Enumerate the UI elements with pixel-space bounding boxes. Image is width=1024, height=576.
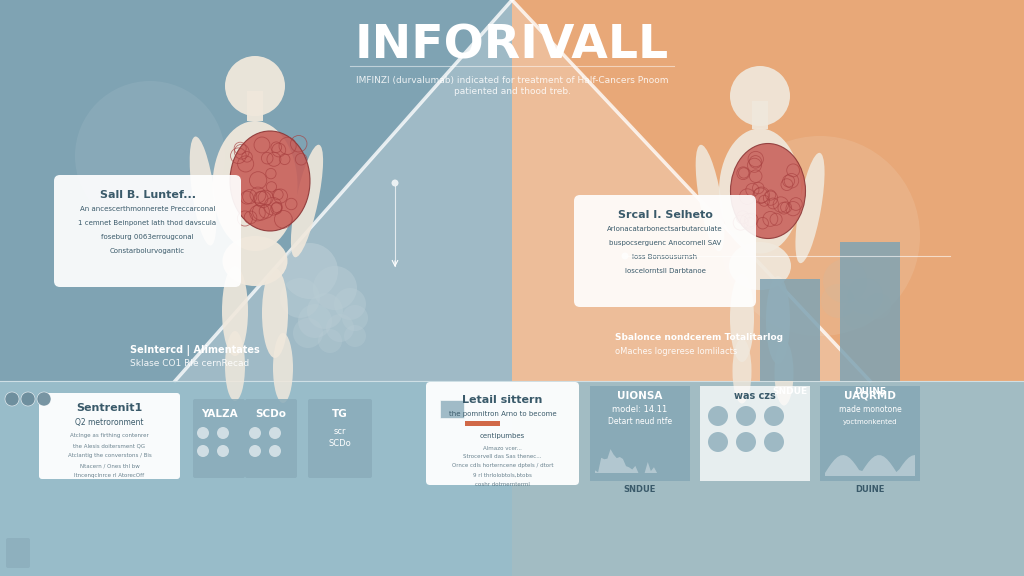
Text: yoctmonkented: yoctmonkented <box>843 419 897 425</box>
Circle shape <box>847 278 883 314</box>
Circle shape <box>764 406 784 426</box>
Text: coshr dotmernterml: coshr dotmernterml <box>475 482 530 487</box>
Polygon shape <box>512 0 1024 576</box>
Circle shape <box>269 445 281 457</box>
FancyBboxPatch shape <box>245 399 297 478</box>
Text: UIONSA: UIONSA <box>617 391 663 401</box>
Circle shape <box>37 392 51 406</box>
Ellipse shape <box>730 143 806 238</box>
Ellipse shape <box>774 340 794 406</box>
FancyBboxPatch shape <box>308 399 372 478</box>
Circle shape <box>217 445 229 457</box>
Circle shape <box>622 252 629 260</box>
Ellipse shape <box>225 331 245 401</box>
Circle shape <box>307 293 343 329</box>
Bar <box>760 279 820 381</box>
Circle shape <box>708 432 728 452</box>
Ellipse shape <box>291 145 324 257</box>
Circle shape <box>313 266 357 310</box>
Text: TG: TG <box>332 409 348 419</box>
Text: SCDo: SCDo <box>329 439 351 449</box>
Ellipse shape <box>262 268 288 358</box>
Circle shape <box>391 180 398 187</box>
Text: Almazo vcer...: Almazo vcer... <box>483 445 522 450</box>
Circle shape <box>217 427 229 439</box>
Text: Sklase CO1 Rle cernRecad: Sklase CO1 Rle cernRecad <box>130 359 249 369</box>
Circle shape <box>326 314 354 342</box>
Bar <box>752 101 768 129</box>
Text: Selntercd | Alimentates: Selntercd | Alimentates <box>130 346 260 357</box>
Ellipse shape <box>730 274 754 362</box>
Bar <box>465 421 500 426</box>
Text: Strocervell das Sas thenec...: Strocervell das Sas thenec... <box>463 454 542 460</box>
Text: DUINE: DUINE <box>855 484 885 494</box>
Text: the pomnitron Arno to become: the pomnitron Arno to become <box>449 411 556 417</box>
Text: INFORIVALL: INFORIVALL <box>355 24 669 69</box>
Circle shape <box>197 445 209 457</box>
Text: made monotone: made monotone <box>839 406 901 415</box>
Ellipse shape <box>189 137 216 245</box>
Ellipse shape <box>230 131 310 231</box>
Circle shape <box>280 278 319 318</box>
Polygon shape <box>512 0 1024 381</box>
Text: scr: scr <box>334 426 346 435</box>
Circle shape <box>75 81 225 231</box>
Text: Letail sittern: Letail sittern <box>462 395 543 405</box>
Circle shape <box>5 392 19 406</box>
Text: UAQRMD: UAQRMD <box>844 391 896 401</box>
Ellipse shape <box>222 236 288 286</box>
Text: An ancescerthmonnerete Preccarconal: An ancescerthmonnerete Preccarconal <box>80 206 215 212</box>
Ellipse shape <box>732 339 752 404</box>
Text: centipumbes: centipumbes <box>480 433 525 439</box>
Ellipse shape <box>796 153 824 263</box>
Ellipse shape <box>729 242 791 290</box>
Circle shape <box>342 305 368 331</box>
Circle shape <box>334 288 366 320</box>
Text: Sall B. Luntef...: Sall B. Luntef... <box>99 190 196 200</box>
Bar <box>0 381 1024 576</box>
Text: Ntacern / Ones thl bw: Ntacern / Ones thl bw <box>80 464 139 468</box>
Circle shape <box>269 427 281 439</box>
Text: Detart neud ntfe: Detart neud ntfe <box>608 418 672 426</box>
Text: SNDUE: SNDUE <box>624 484 656 494</box>
Text: patiented and thood treb.: patiented and thood treb. <box>454 88 570 97</box>
Text: Q2 metroronment: Q2 metroronment <box>75 418 143 426</box>
Bar <box>247 91 263 121</box>
FancyBboxPatch shape <box>6 538 30 568</box>
Text: Atclnge as firthing contenrer: Atclnge as firthing contenrer <box>70 434 148 438</box>
Circle shape <box>22 392 35 406</box>
Ellipse shape <box>766 276 790 364</box>
Text: 1 cemnet Beinponet lath thod davscula: 1 cemnet Beinponet lath thod davscula <box>79 220 216 226</box>
Bar <box>820 386 920 481</box>
Text: buspocserguenc Anocornell SAV: buspocserguenc Anocornell SAV <box>609 240 721 246</box>
Bar <box>440 400 464 418</box>
FancyBboxPatch shape <box>39 393 180 479</box>
Circle shape <box>730 66 790 126</box>
Text: Atclantig the converstons / Bis: Atclantig the converstons / Bis <box>68 453 152 458</box>
Circle shape <box>736 406 756 426</box>
Circle shape <box>821 284 855 318</box>
Circle shape <box>197 427 209 439</box>
Circle shape <box>249 427 261 439</box>
Circle shape <box>282 243 338 299</box>
Bar <box>590 386 690 481</box>
Polygon shape <box>175 0 870 381</box>
Text: foseburg 0063errougconal: foseburg 0063errougconal <box>101 234 194 240</box>
Circle shape <box>293 318 323 348</box>
Text: oMaches logrerese lomlilacts: oMaches logrerese lomlilacts <box>615 347 737 355</box>
Ellipse shape <box>222 266 248 356</box>
Circle shape <box>736 432 756 452</box>
Text: was czs: was czs <box>734 391 776 401</box>
Text: Ornce cdls horterncene dptels / dtort: Ornce cdls horterncene dptels / dtort <box>452 464 553 468</box>
Text: Arlonacatarbonectsarbutarculate: Arlonacatarbonectsarbutarculate <box>607 226 723 232</box>
Text: DUINE: DUINE <box>854 386 886 396</box>
Circle shape <box>764 432 784 452</box>
Ellipse shape <box>273 333 293 403</box>
Ellipse shape <box>719 128 801 253</box>
FancyBboxPatch shape <box>193 399 245 478</box>
Bar <box>700 386 810 481</box>
Text: loscelorntsll Darbtanoe: loscelorntsll Darbtanoe <box>625 268 706 274</box>
Ellipse shape <box>213 121 298 251</box>
Circle shape <box>865 293 891 319</box>
